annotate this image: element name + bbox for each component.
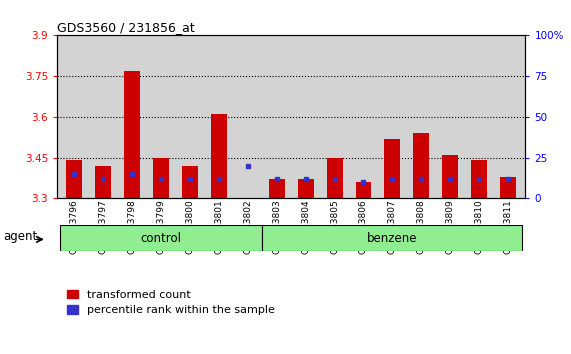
Bar [269,179,285,198]
Bar [182,166,198,198]
Bar [384,138,400,198]
Bar [297,179,313,198]
Bar [95,166,111,198]
Bar [211,114,227,198]
Bar [60,225,262,251]
Bar [471,160,487,198]
Text: GDS3560 / 231856_at: GDS3560 / 231856_at [57,21,195,34]
Text: control: control [140,232,182,245]
Bar [66,160,82,198]
Bar [153,158,169,198]
Legend: transformed count, percentile rank within the sample: transformed count, percentile rank withi… [63,285,279,320]
Bar [442,155,458,198]
Text: benzene: benzene [367,232,417,245]
Bar [356,182,371,198]
Bar [124,71,140,198]
Bar [262,225,522,251]
Bar [327,158,343,198]
Bar [500,177,516,198]
Bar [413,133,429,198]
Text: agent: agent [3,230,37,243]
